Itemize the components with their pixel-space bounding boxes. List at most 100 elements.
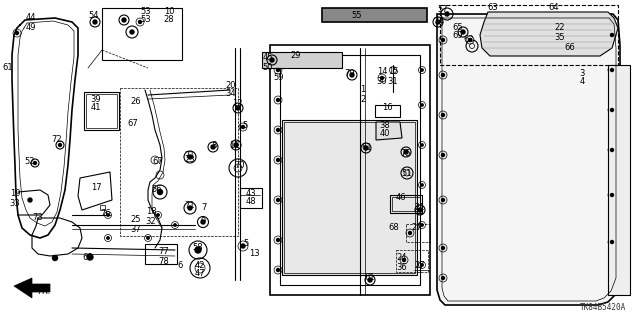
Circle shape	[147, 237, 149, 239]
Circle shape	[421, 104, 423, 106]
Text: 18: 18	[146, 207, 156, 217]
Circle shape	[611, 108, 614, 111]
Circle shape	[276, 238, 280, 242]
Text: 61: 61	[3, 63, 13, 73]
Text: 27: 27	[415, 260, 426, 269]
Circle shape	[421, 184, 423, 186]
Bar	[390, 195, 422, 213]
Text: 43: 43	[246, 188, 256, 197]
Text: 37: 37	[131, 225, 141, 234]
Bar	[100, 205, 105, 210]
Circle shape	[241, 244, 245, 248]
Bar	[322, 8, 427, 22]
Text: 68: 68	[388, 223, 399, 233]
Text: 2: 2	[360, 94, 365, 103]
Bar	[240, 188, 262, 208]
Circle shape	[122, 18, 126, 22]
Text: 48: 48	[246, 197, 256, 206]
Text: 50: 50	[263, 62, 273, 71]
Text: 1: 1	[360, 85, 365, 94]
Text: 71: 71	[185, 201, 195, 210]
Circle shape	[442, 114, 445, 116]
Bar	[102, 8, 182, 60]
Text: 27: 27	[412, 223, 422, 233]
Text: 59: 59	[274, 73, 284, 82]
Text: 54: 54	[89, 11, 99, 20]
Circle shape	[404, 150, 408, 154]
Text: 14: 14	[377, 68, 387, 76]
Bar	[375, 105, 400, 117]
Circle shape	[442, 74, 445, 76]
Circle shape	[368, 278, 372, 282]
Circle shape	[611, 194, 614, 196]
Text: 30: 30	[377, 76, 387, 85]
Bar	[406, 224, 430, 242]
Text: 29: 29	[291, 51, 301, 60]
Text: 46: 46	[396, 193, 406, 202]
Text: 73: 73	[33, 213, 44, 222]
Circle shape	[58, 143, 61, 147]
Circle shape	[33, 162, 36, 164]
Circle shape	[157, 214, 159, 216]
Bar	[262, 52, 342, 68]
Circle shape	[276, 158, 280, 162]
Text: 45: 45	[263, 53, 273, 62]
Text: 51: 51	[402, 169, 412, 178]
Text: 60: 60	[83, 252, 93, 261]
Text: 17: 17	[91, 183, 101, 193]
Text: 55: 55	[352, 11, 362, 20]
Bar	[392, 197, 420, 211]
Text: 13: 13	[249, 250, 259, 259]
Text: 15: 15	[388, 68, 398, 76]
Circle shape	[350, 73, 354, 77]
Circle shape	[276, 268, 280, 271]
Circle shape	[403, 259, 406, 261]
Circle shape	[364, 146, 368, 150]
Text: 28: 28	[164, 14, 174, 23]
Circle shape	[93, 20, 97, 24]
Text: 61: 61	[365, 274, 375, 283]
Circle shape	[408, 231, 412, 235]
Text: 8: 8	[211, 140, 217, 149]
Text: 9: 9	[200, 218, 205, 227]
Text: 56: 56	[152, 185, 163, 194]
Text: 34: 34	[226, 90, 236, 99]
Text: 42: 42	[195, 260, 205, 269]
Circle shape	[107, 214, 109, 216]
Text: 47: 47	[195, 269, 205, 278]
Text: 24: 24	[397, 253, 407, 262]
Circle shape	[276, 68, 280, 71]
Text: 52: 52	[25, 157, 35, 166]
Circle shape	[468, 38, 472, 42]
Text: 76: 76	[100, 210, 111, 219]
Text: 31: 31	[388, 76, 398, 85]
Circle shape	[461, 30, 465, 34]
Circle shape	[445, 12, 449, 16]
Circle shape	[442, 276, 445, 279]
Bar	[440, 5, 618, 65]
Text: 26: 26	[131, 97, 141, 106]
Circle shape	[421, 144, 423, 146]
Circle shape	[138, 20, 141, 23]
Circle shape	[52, 255, 58, 260]
Text: 67: 67	[152, 156, 163, 165]
Text: 21: 21	[415, 204, 425, 212]
Circle shape	[442, 38, 445, 42]
Circle shape	[28, 198, 32, 202]
Text: 64: 64	[548, 3, 559, 12]
Bar	[608, 65, 630, 295]
Text: 7: 7	[202, 204, 207, 212]
Text: 25: 25	[131, 215, 141, 225]
Text: 5: 5	[243, 121, 248, 130]
Text: 63: 63	[488, 4, 499, 12]
Text: TK84B5420A: TK84B5420A	[580, 303, 626, 313]
Circle shape	[241, 125, 244, 129]
Circle shape	[436, 20, 440, 24]
Text: 53: 53	[141, 6, 151, 15]
Circle shape	[236, 106, 240, 110]
Circle shape	[611, 148, 614, 151]
Text: 5: 5	[243, 239, 248, 249]
Circle shape	[442, 246, 445, 250]
Text: 19: 19	[10, 189, 20, 198]
Text: 35: 35	[555, 33, 565, 42]
